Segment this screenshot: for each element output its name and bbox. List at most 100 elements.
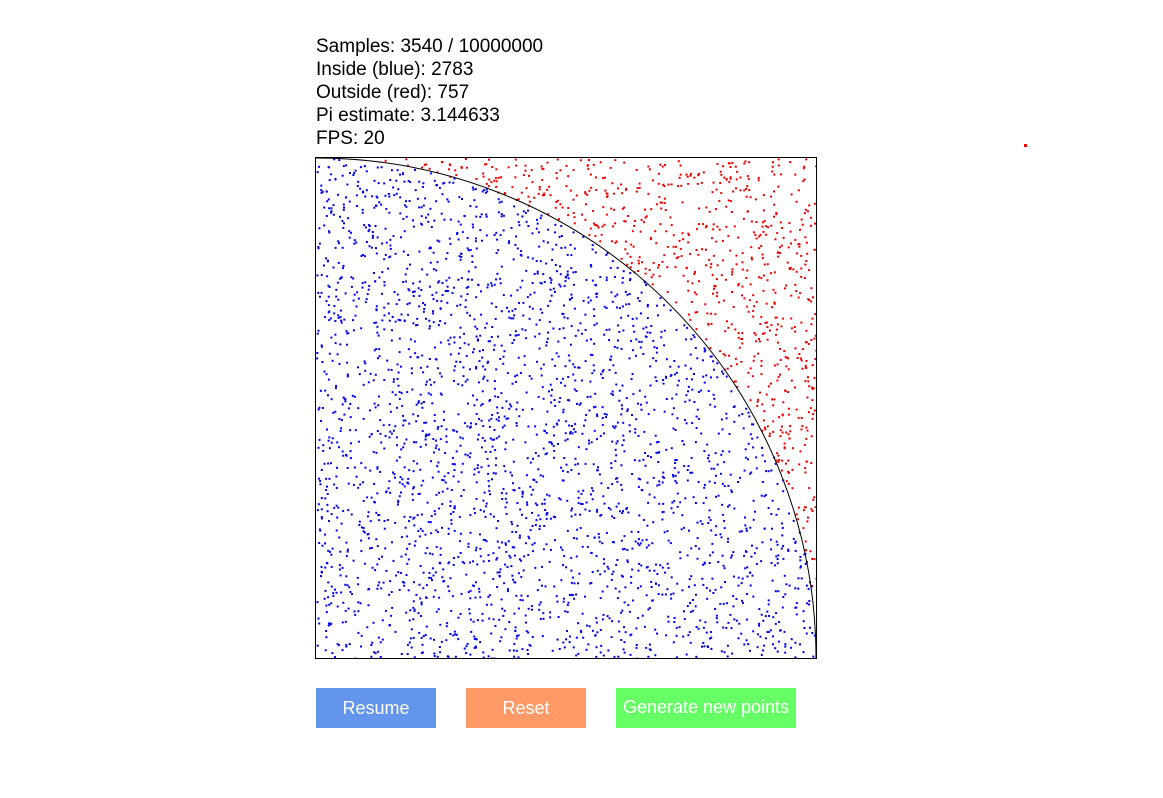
inside-point <box>394 425 397 428</box>
inside-point <box>763 644 766 647</box>
inside-point <box>342 226 345 229</box>
inside-point <box>437 461 440 464</box>
inside-point <box>346 373 349 376</box>
inside-point <box>620 404 623 407</box>
outside-point <box>747 177 750 180</box>
inside-point <box>797 587 800 590</box>
inside-point <box>552 327 555 330</box>
outside-point <box>515 164 518 167</box>
inside-point <box>345 196 348 199</box>
inside-point <box>662 471 665 474</box>
inside-point <box>368 228 371 231</box>
inside-point <box>368 284 371 287</box>
inside-point <box>626 560 629 563</box>
inside-point <box>730 556 733 559</box>
inside-point <box>575 390 578 392</box>
inside-point <box>577 652 580 655</box>
outside-point <box>779 348 781 350</box>
inside-point <box>526 503 529 506</box>
outside-point <box>761 257 764 260</box>
inside-point <box>696 408 699 411</box>
inside-point <box>529 461 532 464</box>
inside-point <box>495 437 498 440</box>
outside-point <box>773 302 776 305</box>
inside-point <box>772 616 775 619</box>
outside-point <box>631 230 634 233</box>
outside-point <box>800 254 803 257</box>
inside-point <box>480 313 483 316</box>
inside-point <box>353 610 356 613</box>
outside-point <box>695 328 698 331</box>
inside-point <box>330 211 332 214</box>
outside-point <box>751 375 754 378</box>
inside-point <box>453 529 456 532</box>
inside-point <box>495 527 498 530</box>
outside-point <box>527 195 530 198</box>
inside-point <box>589 582 592 585</box>
outside-point <box>807 343 810 345</box>
inside-point <box>321 571 323 574</box>
outside-point <box>765 302 768 305</box>
outside-point <box>548 185 551 188</box>
inside-point <box>338 242 340 245</box>
inside-point <box>375 247 377 250</box>
outside-point <box>569 189 572 192</box>
inside-point <box>656 573 659 575</box>
generate-new-points-button[interactable]: Generate new points <box>616 688 796 728</box>
outside-point <box>573 216 576 219</box>
inside-point <box>397 571 400 574</box>
inside-point <box>487 479 490 482</box>
inside-point <box>645 326 648 329</box>
inside-point <box>560 225 563 228</box>
inside-point <box>397 499 400 502</box>
inside-point <box>648 607 651 610</box>
outside-point <box>696 311 699 314</box>
inside-point <box>570 254 573 257</box>
inside-point <box>577 622 580 625</box>
inside-point <box>468 612 471 615</box>
inside-point <box>453 379 455 382</box>
inside-point <box>341 246 344 249</box>
resume-button[interactable]: Resume <box>316 688 436 728</box>
inside-point <box>499 277 502 280</box>
inside-point <box>639 346 642 349</box>
inside-point <box>525 621 527 624</box>
outside-point <box>659 201 662 204</box>
inside-point <box>683 443 685 446</box>
inside-point <box>676 384 679 387</box>
inside-point <box>571 507 573 510</box>
inside-point <box>330 336 333 339</box>
inside-point <box>508 621 511 623</box>
inside-point <box>670 597 673 600</box>
inside-point <box>703 450 706 453</box>
inside-point <box>596 415 599 418</box>
inside-point <box>423 307 426 310</box>
inside-point <box>631 568 634 571</box>
outside-point <box>783 442 786 445</box>
outside-point <box>584 192 587 195</box>
inside-point <box>656 304 658 307</box>
inside-point <box>752 499 755 502</box>
inside-point <box>574 457 577 460</box>
inside-point <box>361 286 364 289</box>
inside-point <box>386 359 389 362</box>
outside-point <box>650 208 653 211</box>
inside-point <box>777 640 780 643</box>
outside-point <box>741 252 744 255</box>
inside-point <box>467 545 470 548</box>
reset-button[interactable]: Reset <box>466 688 586 728</box>
inside-point <box>460 592 463 595</box>
inside-point <box>335 295 338 298</box>
inside-point <box>616 306 618 309</box>
inside-point <box>795 602 798 605</box>
inside-point <box>372 451 375 453</box>
outside-point <box>565 185 568 188</box>
inside-point <box>406 267 409 270</box>
inside-point <box>459 552 462 554</box>
inside-point <box>571 296 574 299</box>
inside-point <box>482 365 485 368</box>
inside-point <box>660 330 663 333</box>
outside-point <box>754 333 757 336</box>
inside-point <box>403 180 406 183</box>
inside-point <box>448 276 451 279</box>
